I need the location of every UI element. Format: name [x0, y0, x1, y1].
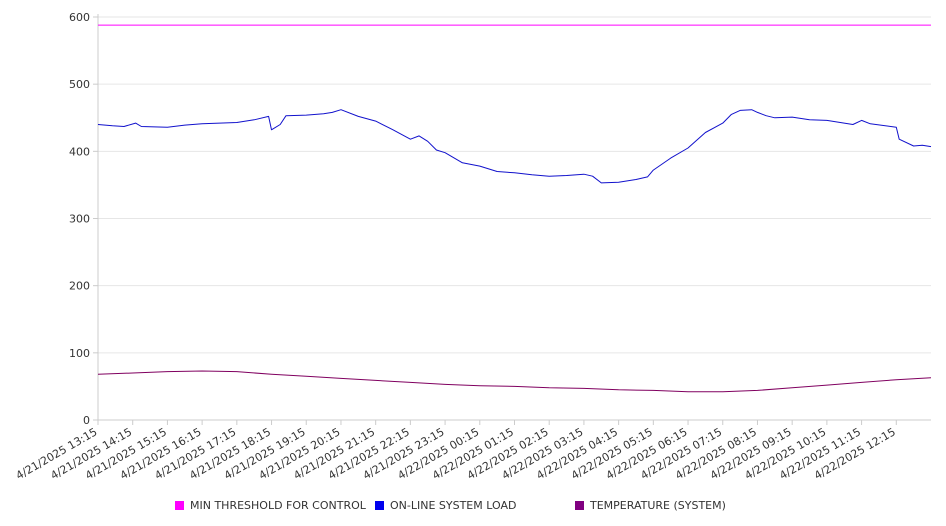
y-tick-label: 200	[69, 280, 90, 293]
y-tick-label: 500	[69, 78, 90, 91]
series-layer	[97, 24, 932, 393]
grid-layer	[98, 16, 931, 421]
series-line-1	[97, 109, 932, 184]
legend-label-1: ON-LINE SYSTEM LOAD	[390, 499, 516, 512]
legend-swatch-2	[575, 501, 584, 510]
legend-label-0: MIN THRESHOLD FOR CONTROL	[190, 499, 367, 512]
y-tick-label: 0	[83, 414, 90, 427]
axis-layer	[93, 14, 931, 425]
legend-label-2: TEMPERATURE (SYSTEM)	[589, 499, 726, 512]
y-tick-label: 100	[69, 347, 90, 360]
series-line-2	[97, 370, 932, 393]
y-tick-label: 400	[69, 145, 90, 158]
legend-swatch-1	[375, 501, 384, 510]
y-axis-ticks: 0 100 200 300 400 500 600	[69, 11, 90, 427]
y-tick-label: 300	[69, 213, 90, 226]
x-axis-ticks: 4/21/2025 13:154/21/2025 14:154/21/2025 …	[14, 425, 898, 482]
y-tick-label: 600	[69, 11, 90, 24]
legend: MIN THRESHOLD FOR CONTROL ON-LINE SYSTEM …	[175, 499, 726, 512]
legend-swatch-0	[175, 501, 184, 510]
